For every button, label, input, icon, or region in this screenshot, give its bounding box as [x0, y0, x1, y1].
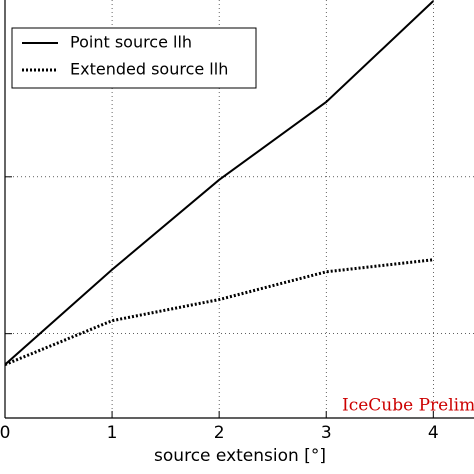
x-tick-label: 3 [321, 423, 332, 443]
plot-area [5, 0, 434, 366]
legend-label: Point source llh [70, 33, 192, 52]
legend-box [11, 27, 257, 89]
x-tick-label: 0 [0, 423, 10, 443]
series-line [5, 258, 434, 366]
legend-entries: Point source llh Extended source llh [22, 33, 228, 79]
legend-label: Extended source llh [70, 60, 228, 79]
x-tick-label: 1 [107, 423, 118, 443]
x-tick-label: 2 [214, 423, 225, 443]
legend: Point source llh Extended source llh [11, 27, 257, 89]
x-axis-label: source extension [°] [154, 446, 326, 466]
annotation: IceCube Prelim [342, 396, 474, 416]
x-tick-label: 4 [428, 423, 439, 443]
series-line [5, 0, 434, 366]
x-ticks: 0 1 2 3 4 [0, 176, 439, 443]
